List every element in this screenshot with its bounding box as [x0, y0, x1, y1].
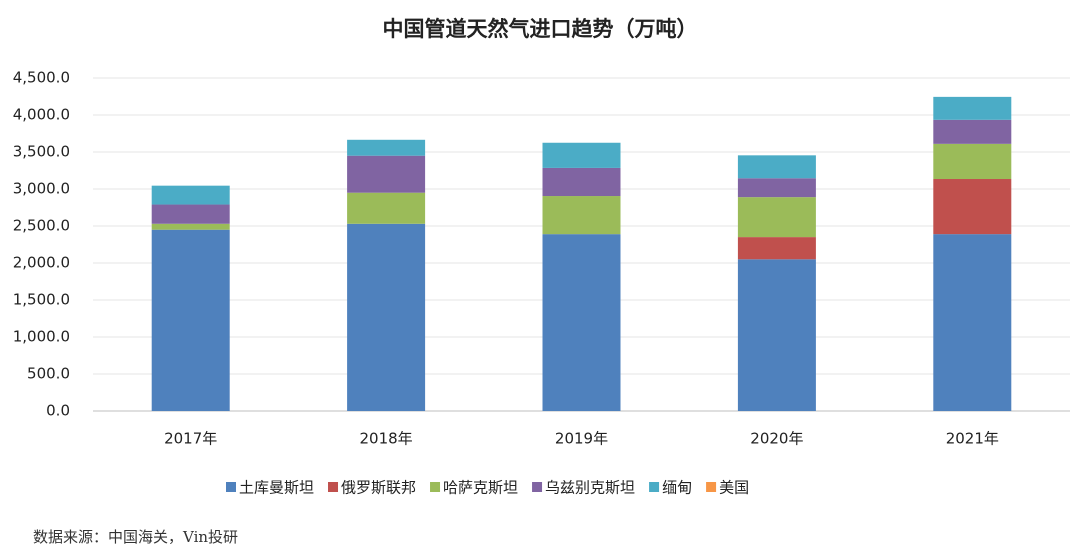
bar-segment — [933, 179, 1012, 235]
bar-segment — [542, 167, 621, 197]
chart-title: 中国管道天然气进口趋势（万吨） — [383, 17, 698, 41]
x-tick-label: 2019年 — [555, 430, 608, 448]
legend-label: 哈萨克斯坦 — [443, 479, 518, 497]
y-tick-label: 3,000.0 — [13, 180, 70, 198]
y-tick-label: 500.0 — [27, 365, 70, 383]
legend-label: 美国 — [719, 479, 749, 497]
bar-segment — [347, 139, 426, 156]
bar-segment — [347, 192, 426, 224]
bar-segment — [151, 229, 230, 411]
bar-segment — [542, 196, 621, 235]
bar-segment — [347, 155, 426, 193]
bar-segment — [737, 259, 816, 411]
y-tick-label: 0.0 — [46, 402, 70, 420]
y-tick-label: 3,500.0 — [13, 143, 70, 161]
bar-segment — [151, 204, 230, 224]
y-tick-label: 2,000.0 — [13, 254, 70, 272]
y-tick-label: 1,000.0 — [13, 328, 70, 346]
source-note: 数据来源：中国海关，Vin投研 — [33, 528, 238, 546]
y-tick-label: 4,000.0 — [13, 106, 70, 124]
bar-segment — [933, 96, 1012, 120]
bar-segment — [737, 237, 816, 260]
legend-label: 土库曼斯坦 — [239, 479, 314, 497]
x-tick-label: 2017年 — [164, 430, 217, 448]
legend-label: 俄罗斯联邦 — [341, 479, 416, 497]
legend-label: 缅甸 — [662, 479, 692, 497]
bar-segment — [933, 119, 1012, 144]
legend-swatch — [430, 482, 441, 492]
bar-segment — [151, 223, 230, 230]
bar-segment — [933, 143, 1012, 180]
legend-label: 乌兹别克斯坦 — [545, 479, 635, 497]
legend-swatch — [649, 482, 660, 492]
bar-segment — [737, 178, 816, 198]
bar-segment — [933, 234, 1012, 411]
bar-segment — [737, 155, 816, 179]
legend-swatch — [226, 482, 236, 492]
legend-swatch — [328, 482, 339, 492]
y-tick-label: 1,500.0 — [13, 291, 70, 309]
y-tick-label: 2,500.0 — [13, 217, 70, 235]
x-tick-label: 2018年 — [360, 430, 413, 448]
legend-swatch — [532, 482, 543, 492]
bar-segment — [151, 185, 230, 205]
y-tick-label: 4,500.0 — [13, 69, 70, 87]
x-tick-label: 2021年 — [946, 430, 999, 448]
x-tick-label: 2020年 — [750, 430, 803, 448]
bar-segment — [347, 223, 426, 411]
bar-segment — [542, 234, 621, 411]
bar-segment — [737, 197, 816, 238]
legend-swatch — [706, 482, 717, 492]
bar-segment — [542, 142, 621, 168]
